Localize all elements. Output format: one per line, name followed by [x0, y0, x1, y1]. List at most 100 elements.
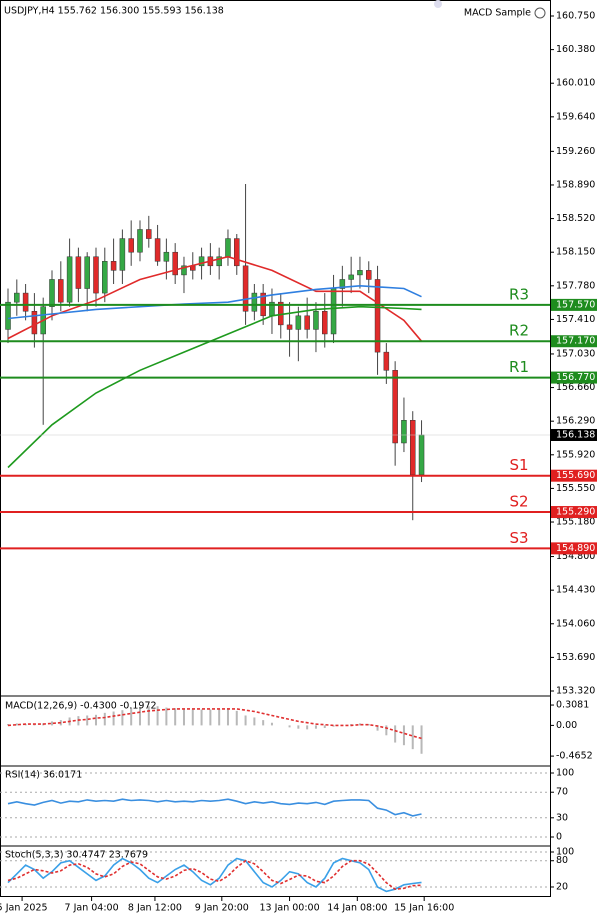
panel-title: Stoch(5,3,3) 30.4747 23.7679 [5, 850, 148, 861]
y-tick-label: 159.640 [556, 111, 595, 122]
macd-bar [244, 715, 247, 726]
x-tick-label: 9 Jan 20:00 [195, 903, 249, 914]
candle-body [172, 251, 178, 276]
candle-body [383, 351, 390, 371]
candle-body [374, 279, 381, 353]
y-tick-label: 157.030 [556, 348, 595, 359]
macd-bar [182, 708, 185, 726]
level-price-box [551, 506, 597, 519]
candle-body [409, 420, 416, 476]
level-price-box [551, 469, 597, 482]
x-tick-label: 8 Jan 12:00 [128, 903, 182, 914]
macd-bar [33, 724, 36, 726]
candle-body [84, 256, 90, 289]
y-tick-label: 160.010 [556, 78, 595, 89]
candle-body [137, 229, 143, 253]
level-price-label: 155.690 [556, 470, 595, 481]
candle-body [234, 238, 240, 267]
candle-body [163, 251, 170, 262]
y-tick-label: 158.150 [556, 247, 595, 258]
macd-bar [297, 725, 300, 729]
candle-body [418, 434, 425, 476]
macd-bar [288, 725, 291, 728]
macd-bar [394, 725, 397, 743]
macd-bar [332, 725, 335, 727]
y-tick-label: 155.550 [556, 483, 595, 494]
macd-bar [165, 707, 168, 726]
indicator-icon[interactable] [534, 7, 546, 19]
candle-body [392, 370, 398, 444]
candle-body [322, 311, 328, 335]
candle-body [119, 238, 126, 271]
candle-body [49, 279, 55, 307]
candle-body [128, 238, 134, 253]
candle-body [198, 256, 205, 267]
indicator-name: MACD Sample [464, 8, 531, 19]
candle-body [22, 292, 29, 312]
macd-bar [130, 708, 133, 726]
macd-bar [121, 710, 124, 726]
x-tick-label: 7 Jan 04:00 [65, 903, 119, 914]
level-name: R1 [509, 358, 529, 376]
candle-body [295, 315, 302, 330]
y-tick-label: 100 [556, 768, 574, 779]
candle-body [31, 311, 38, 335]
moving-average [7, 284, 422, 320]
macd-bar [147, 706, 150, 726]
y-tick-label: 0.3081 [556, 700, 589, 711]
level-price-box [551, 371, 597, 384]
macd-bar [50, 721, 53, 726]
y-tick-label: 0 [556, 832, 562, 843]
x-tick-label: 15 Jan 16:00 [394, 903, 454, 914]
level-name: S3 [509, 529, 528, 547]
indicator-line [7, 798, 422, 817]
candle-body [330, 288, 337, 335]
y-tick-label: 159.260 [556, 146, 595, 157]
macd-bar [262, 720, 265, 726]
candle-body [58, 279, 64, 303]
macd-bar [226, 708, 229, 726]
level-price-label: 157.170 [556, 336, 595, 347]
level-price-box [551, 298, 597, 311]
candle-body [5, 301, 11, 330]
y-tick-label: 157.410 [556, 314, 595, 325]
candle-body [357, 270, 363, 276]
y-tick-label: 153.690 [556, 652, 595, 663]
macd-bar [218, 708, 221, 726]
y-tick-label: 158.890 [556, 179, 595, 190]
panel-title: RSI(14) 36.0171 [5, 770, 82, 781]
y-tick-label: 30 [556, 812, 568, 823]
y-tick-label: 156.290 [556, 416, 595, 427]
macd-bar [367, 724, 370, 726]
y-tick-label: 153.320 [556, 686, 595, 697]
level-price-label: 155.290 [556, 507, 595, 518]
macd-bar [270, 722, 273, 726]
y-tick-label: 70 [556, 787, 568, 798]
y-tick-label: 100 [556, 846, 574, 857]
y-tick-label: 160.750 [556, 10, 595, 21]
macd-bar [402, 725, 405, 746]
candle-body [154, 238, 161, 262]
y-tick-label: 155.180 [556, 517, 595, 528]
y-tick-label: 154.430 [556, 585, 595, 596]
candle-body [365, 270, 372, 280]
macd-bar [103, 712, 106, 726]
candle-body [242, 265, 249, 312]
level-price-label: 154.890 [556, 543, 595, 554]
macd-bar [94, 714, 97, 726]
candle-body [286, 324, 293, 330]
candle-body [304, 315, 310, 330]
scroll-marker [434, 0, 442, 8]
candle-body [216, 256, 222, 267]
candle-body [251, 292, 258, 312]
macd-bar [420, 725, 423, 754]
candle-body [401, 420, 407, 444]
macd-bar [191, 709, 194, 726]
chart-title: USDJPY,H4 155.762 156.300 155.593 156.13… [4, 6, 224, 17]
candle-body [348, 274, 354, 280]
indicator-line [7, 857, 422, 893]
macd-bar [15, 723, 18, 726]
